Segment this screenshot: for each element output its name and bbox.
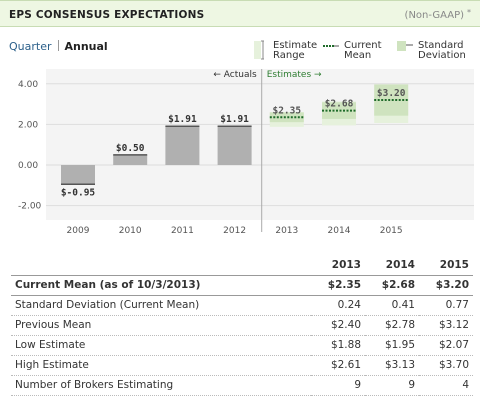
row-value: 9 [365, 375, 419, 396]
row-value: $2.35 [311, 274, 365, 296]
legend-std-line2: Deviation [418, 50, 466, 61]
standard-deviation-swatch [397, 41, 413, 51]
table-header-row: 2013 2014 2015 [11, 255, 473, 275]
row-value: $1.95 [365, 335, 419, 356]
row-value: $3.13 [365, 355, 419, 376]
table-row: Standard Deviation (Current Mean) 0.24 0.4… [11, 295, 473, 316]
tab-quarter[interactable]: Quarter [9, 40, 52, 53]
plot-background [46, 69, 474, 220]
row-value: 0.24 [311, 295, 365, 316]
legend-std-line1: Standard [418, 40, 464, 51]
row-value: $1.88 [311, 335, 365, 356]
non-gaap-note: (Non-GAAP) [404, 10, 464, 21]
x-tick-label: 2015 [380, 226, 403, 236]
x-tick-label: 2011 [171, 226, 194, 236]
period-tabs: Quarter Annual [9, 40, 108, 53]
actual-value-label: $1.91 [220, 114, 249, 125]
x-tick-label: 2010 [119, 226, 142, 236]
row-label: Number of Brokers Estimating [11, 375, 311, 396]
actual-value-label: $0.50 [116, 143, 145, 154]
row-value: 4 [419, 375, 473, 396]
panel-header: EPS CONSENSUS EXPECTATIONS (Non-GAAP) * [0, 0, 480, 27]
row-value: $3.12 [419, 315, 473, 336]
estimate-value-label: $2.68 [325, 99, 354, 110]
year-header: 2014 [385, 258, 415, 271]
table-row: Previous Mean $2.40 $2.78 $3.12 [11, 315, 473, 336]
row-value: 0.41 [365, 295, 419, 316]
y-tick-label: -2.00 [18, 202, 42, 212]
table-header-spacer [11, 255, 311, 275]
x-tick-label: 2009 [67, 226, 90, 236]
actual-value-label: $-0.95 [61, 187, 96, 198]
legend-range-line1: Estimate [273, 40, 318, 51]
row-label: High Estimate [11, 355, 311, 376]
estimate-value-label: $3.20 [377, 88, 406, 99]
row-value: $2.68 [365, 274, 419, 296]
y-tick-label: 2.00 [18, 120, 38, 130]
table-row: Low Estimate $1.88 $1.95 $2.07 [11, 335, 473, 356]
estimates-table: 2013 2014 2015 Current Mean (as of 10/3/201… [11, 255, 473, 396]
estimates-marker: Estimates → [267, 70, 322, 80]
estimate-value-label: $2.35 [272, 105, 301, 116]
row-value: $2.07 [419, 335, 473, 356]
tab-annual[interactable]: Annual [64, 40, 108, 53]
current-mean-swatch [323, 45, 339, 47]
legend-range-line2: Range [273, 50, 305, 61]
table-row: Current Mean (as of 10/3/2013) $2.35 $2.68… [11, 274, 473, 296]
row-value: $2.78 [365, 315, 419, 336]
actual-bar [165, 126, 200, 165]
row-value: $3.70 [419, 355, 473, 376]
actual-bar [217, 126, 252, 165]
legend-mean-line1: Current [344, 40, 382, 51]
row-value: $2.61 [311, 355, 365, 376]
year-header: 2013 [331, 258, 361, 271]
actual-value-label: $1.91 [168, 114, 197, 125]
actuals-marker: ← Actuals [213, 70, 257, 80]
panel-title: EPS CONSENSUS EXPECTATIONS [9, 9, 205, 21]
estimate-range-swatch [254, 40, 264, 60]
row-label: Current Mean (as of 10/3/2013) [11, 274, 311, 296]
y-tick-label: 4.00 [18, 80, 38, 90]
row-value: 0.77 [419, 295, 473, 316]
row-value: $2.40 [311, 315, 365, 336]
actual-bar [113, 154, 148, 165]
actual-bar [61, 165, 95, 185]
x-tick-label: 2013 [275, 226, 298, 236]
eps-chart-svg: 4.00 2.00 0.00 -2.00 ← Actuals Estimates → $-0… [18, 69, 474, 236]
row-value: $3.20 [419, 274, 473, 296]
row-label: Low Estimate [11, 335, 311, 356]
y-tick-label: 0.00 [18, 161, 38, 171]
std-deviation-bar [322, 102, 356, 119]
x-tick-label: 2012 [223, 226, 246, 236]
table-row: Number of Brokers Estimating 9 9 4 [11, 375, 473, 396]
x-tick-label: 2014 [328, 226, 351, 236]
std-deviation-bar [269, 112, 304, 123]
year-header: 2015 [439, 258, 469, 271]
legend-mean-line2: Mean [344, 50, 372, 61]
tab-divider [57, 40, 59, 51]
row-label: Previous Mean [11, 315, 311, 336]
row-value: 9 [311, 375, 365, 396]
footnote-marker: * [467, 8, 471, 17]
eps-chart: 4.00 2.00 0.00 -2.00 ← Actuals Estimates → $-0… [0, 65, 480, 270]
row-label: Standard Deviation (Current Mean) [11, 295, 311, 316]
table-row: High Estimate $2.61 $3.13 $3.70 [11, 355, 473, 376]
